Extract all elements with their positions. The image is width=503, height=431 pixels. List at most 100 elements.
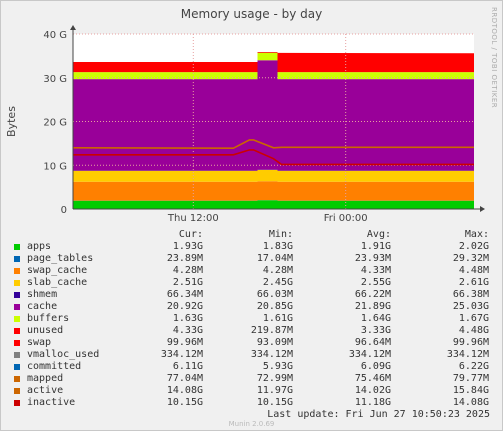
area-apps <box>73 200 474 209</box>
x-tick-label: Thu 12:00 <box>167 213 219 224</box>
legend-cur-value: 2.51G <box>172 277 203 288</box>
legend-row-swap: swap 99.96M 93.09M 96.64M 99.96M <box>13 337 493 349</box>
line-mapped <box>72 139 474 150</box>
legend-cur-value: 20.92G <box>166 301 203 312</box>
legend-min-value: 1.61G <box>262 313 293 324</box>
legend-min-value: 334.12M <box>250 349 293 360</box>
legend-swatch <box>14 304 20 310</box>
y-axis-arrow <box>70 25 76 30</box>
area-page-tables <box>73 200 474 201</box>
legend-avg-value: 3.33G <box>360 325 391 336</box>
legend-max-value: 15.84G <box>452 385 489 396</box>
legend-avg-value: 6.09G <box>360 361 391 372</box>
legend-min-value: 66.03M <box>256 289 293 300</box>
legend-swatch <box>14 328 20 334</box>
legend-max-value: 2.61G <box>458 277 489 288</box>
legend-cur-value: 14.08G <box>166 385 203 396</box>
legend-avg-value: 1.91G <box>360 241 391 252</box>
legend-row-inactive: inactive 10.15G 10.15G 11.18G 14.08G <box>13 397 493 409</box>
legend-avg-value: 23.93M <box>354 253 391 264</box>
legend-row-slab-cache: slab_cache 2.51G 2.45G 2.55G 2.61G <box>13 277 493 289</box>
x-axis-arrow <box>480 206 485 212</box>
legend-swatch <box>14 352 20 358</box>
area-swap-cache <box>73 181 474 201</box>
legend-row-page-tables: page_tables 23.89M 17.04M 23.93M 29.32M <box>13 253 493 265</box>
legend-avg-value: 4.33M <box>360 265 391 276</box>
munin-credit: Munin 2.0.69 <box>228 420 275 428</box>
legend-row-unused: unused 4.33G 219.87M 3.33G 4.48G <box>13 325 493 337</box>
header-cur: Cur: <box>178 229 203 240</box>
x-tick-label: Fri 00:00 <box>324 213 368 224</box>
legend-swatch <box>14 256 20 262</box>
legend-max-value: 66.38M <box>452 289 489 300</box>
area-unused <box>73 52 474 73</box>
legend-max-value: 4.48G <box>458 325 489 336</box>
legend-swatch <box>14 388 20 394</box>
header-avg: Avg: <box>366 229 391 240</box>
chart-title: Memory usage - by day <box>180 7 323 21</box>
legend-cur-value: 10.15G <box>166 397 203 408</box>
legend-max-value: 6.22G <box>458 361 489 372</box>
legend-header: Cur: Min: Avg: Max: <box>13 229 493 241</box>
legend-swatch <box>14 376 20 382</box>
legend-row-buffers: buffers 1.63G 1.61G 1.64G 1.67G <box>13 313 493 325</box>
legend-row-swap-cache: swap_cache 4.28M 4.28M 4.33M 4.48M <box>13 265 493 277</box>
legend-cur-value: 77.04M <box>166 373 203 384</box>
legend-swatch <box>14 364 20 370</box>
legend-table: Cur: Min: Avg: Max: apps 1.93G 1.83G 1.91G 2… <box>13 229 493 409</box>
legend-min-value: 72.99M <box>256 373 293 384</box>
y-tick-label: 0 <box>61 205 67 216</box>
legend-min-value: 10.15G <box>256 397 293 408</box>
legend-max-value: 334.12M <box>446 349 489 360</box>
legend-cur-value: 99.96M <box>166 337 203 348</box>
legend-min-value: 93.09M <box>256 337 293 348</box>
legend-cur-value: 334.12M <box>160 349 203 360</box>
legend-avg-value: 75.46M <box>354 373 391 384</box>
rrdtool-label: RRDTOOL / TOBI OETIKER <box>490 7 498 109</box>
legend-min-value: 5.93G <box>262 361 293 372</box>
legend-cur-value: 1.93G <box>172 241 203 252</box>
y-tick-label: 40 G <box>43 30 67 41</box>
legend-row-cache: cache 20.92G 20.85G 21.89G 25.03G <box>13 301 493 313</box>
legend-avg-value: 14.02G <box>354 385 391 396</box>
legend-avg-value: 2.55G <box>360 277 391 288</box>
legend-name: unused <box>27 325 64 336</box>
legend-max-value: 4.48M <box>458 265 489 276</box>
plot-area: 0 10 G 20 G 30 G 40 G Thu 12:00 Fri 00:00 Bytes <box>5 25 485 224</box>
legend-swatch <box>14 340 20 346</box>
legend-name: active <box>27 385 64 396</box>
legend-avg-value: 21.89G <box>354 301 391 312</box>
legend-swatch <box>14 280 20 286</box>
legend-name: buffers <box>27 313 70 324</box>
last-update: Last update: Fri Jun 27 10:50:23 2025 <box>267 409 490 420</box>
legend-name: swap <box>27 337 52 348</box>
legend-max-value: 29.32M <box>452 253 489 264</box>
header-max: Max: <box>464 229 489 240</box>
legend-cur-value: 23.89M <box>166 253 203 264</box>
legend-name: shmem <box>27 289 58 300</box>
area-buffers <box>73 52 474 80</box>
legend-row-shmem: shmem 66.34M 66.03M 66.22M 66.38M <box>13 289 493 301</box>
y-tick-label: 10 G <box>43 161 67 172</box>
legend-max-value: 79.77M <box>452 373 489 384</box>
legend-row-vmalloc-used: vmalloc_used 334.12M 334.12M 334.12M 334.12M <box>13 349 493 361</box>
legend-swatch <box>14 400 20 406</box>
legend-name: committed <box>27 361 82 372</box>
legend-min-value: 17.04M <box>256 253 293 264</box>
legend-min-value: 11.97G <box>256 385 293 396</box>
legend-name: slab_cache <box>27 277 88 288</box>
legend-cur-value: 6.11G <box>172 361 203 372</box>
header-min: Min: <box>268 229 293 240</box>
legend-row-committed: committed 6.11G 5.93G 6.09G 6.22G <box>13 361 493 373</box>
legend-avg-value: 66.22M <box>354 289 391 300</box>
legend-row-apps: apps 1.93G 1.83G 1.91G 2.02G <box>13 241 493 253</box>
area-slab-cache <box>73 169 474 182</box>
legend-name: swap_cache <box>27 265 88 276</box>
legend-name: vmalloc_used <box>27 349 100 360</box>
y-axis-label: Bytes <box>5 106 18 137</box>
legend-name: apps <box>27 241 52 252</box>
legend-cur-value: 66.34M <box>166 289 203 300</box>
legend-name: mapped <box>27 373 64 384</box>
legend-swatch <box>14 316 20 322</box>
y-tick-label: 30 G <box>43 74 67 85</box>
